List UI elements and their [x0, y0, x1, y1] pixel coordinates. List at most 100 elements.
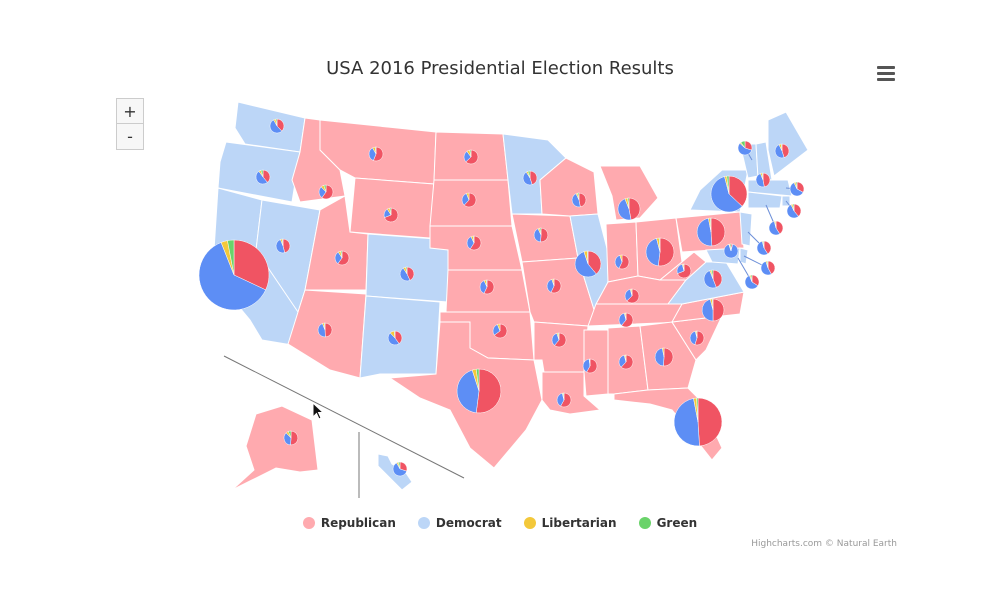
- state-pies[interactable]: [198, 118, 805, 477]
- pie-slice-democrat[interactable]: [768, 220, 781, 236]
- pie-south-carolina[interactable]: [689, 330, 705, 346]
- pie-slice-green[interactable]: [740, 140, 746, 149]
- pie-slice-green[interactable]: [340, 250, 343, 259]
- pie-slice-republican[interactable]: [697, 397, 723, 447]
- legend-item-libertarian[interactable]: Libertarian: [523, 516, 617, 530]
- pie-slice-republican[interactable]: [550, 278, 562, 294]
- pie-slice-republican[interactable]: [463, 192, 477, 208]
- pie-slice-republican[interactable]: [233, 239, 270, 291]
- pie-slice-democrat[interactable]: [269, 119, 283, 134]
- pie-georgia[interactable]: [654, 347, 674, 367]
- pie-virginia[interactable]: [703, 269, 723, 289]
- pie-alabama[interactable]: [618, 354, 634, 370]
- pie-slice-green[interactable]: [780, 143, 783, 152]
- pie-slice-republican[interactable]: [586, 358, 598, 374]
- pie-slice-democrat[interactable]: [789, 182, 804, 197]
- pie-slice-republican[interactable]: [337, 250, 350, 266]
- pie-slice-green[interactable]: [750, 274, 753, 283]
- pie-slice-green[interactable]: [397, 461, 401, 470]
- pie-colorado[interactable]: [399, 266, 415, 282]
- pie-north-dakota[interactable]: [463, 149, 479, 165]
- pie-slice-democrat[interactable]: [399, 267, 411, 282]
- pie-alaska[interactable]: [283, 430, 299, 446]
- pie-slice-green[interactable]: [766, 260, 769, 269]
- pie-texas[interactable]: [456, 368, 502, 414]
- pie-slice-democrat[interactable]: [760, 261, 772, 276]
- pie-slice-republican[interactable]: [560, 392, 572, 408]
- pie-slice-democrat[interactable]: [387, 332, 400, 346]
- pie-slice-green[interactable]: [557, 332, 560, 341]
- pie-slice-republican[interactable]: [406, 266, 415, 281]
- pie-slice-green[interactable]: [323, 184, 327, 193]
- pie-slice-green[interactable]: [586, 250, 589, 265]
- pie-slice-republican[interactable]: [710, 217, 726, 247]
- pie-massachusetts[interactable]: [785, 181, 805, 197]
- pie-louisiana[interactable]: [556, 392, 572, 408]
- pie-slice-republican[interactable]: [663, 347, 674, 367]
- pie-slice-green[interactable]: [405, 266, 408, 275]
- pie-pennsylvania[interactable]: [696, 217, 726, 247]
- pie-oklahoma[interactable]: [492, 323, 508, 339]
- pie-slice-republican[interactable]: [282, 238, 291, 254]
- pie-maine[interactable]: [774, 143, 790, 159]
- pie-slice-green[interactable]: [539, 227, 542, 236]
- zoom-in-button[interactable]: +: [116, 98, 144, 124]
- pie-kansas[interactable]: [479, 279, 495, 295]
- pie-wisconsin[interactable]: [571, 192, 587, 208]
- pie-slice-green[interactable]: [762, 240, 765, 249]
- menu-hamburger-icon[interactable]: [874, 64, 898, 86]
- state-maine[interactable]: [767, 111, 809, 177]
- state-arkansas[interactable]: [533, 321, 589, 373]
- pie-slice-green[interactable]: [275, 118, 278, 127]
- pie-wyoming[interactable]: [383, 207, 399, 223]
- pie-slice-green[interactable]: [795, 181, 798, 190]
- pie-vermont[interactable]: [737, 140, 753, 161]
- zoom-out-button[interactable]: -: [116, 124, 144, 150]
- pie-slice-republican[interactable]: [465, 149, 479, 165]
- pie-indiana[interactable]: [614, 254, 630, 270]
- pie-slice-green[interactable]: [627, 197, 630, 210]
- pie-slice-republican[interactable]: [712, 269, 723, 288]
- pie-slice-democrat[interactable]: [533, 228, 542, 243]
- pie-slice-democrat[interactable]: [255, 170, 268, 185]
- pie-slice-republican[interactable]: [621, 312, 634, 328]
- pie-idaho[interactable]: [318, 184, 334, 200]
- pie-nebraska[interactable]: [466, 235, 482, 251]
- pie-slice-democrat[interactable]: [522, 171, 533, 186]
- pie-slice-democrat[interactable]: [689, 330, 698, 345]
- pie-new-jersey[interactable]: [747, 231, 772, 256]
- pie-slice-democrat[interactable]: [755, 173, 765, 188]
- pie-slice-republican[interactable]: [657, 237, 675, 267]
- pie-connecticut[interactable]: [765, 204, 784, 236]
- state-new-jersey[interactable]: [739, 211, 753, 247]
- pie-slice-republican[interactable]: [762, 172, 771, 188]
- pie-slice-green[interactable]: [260, 169, 264, 178]
- pie-new-york[interactable]: [710, 175, 748, 213]
- legend-item-democrat[interactable]: Democrat: [417, 516, 502, 530]
- pie-slice-libertarian[interactable]: [662, 347, 665, 358]
- pie-arkansas[interactable]: [551, 332, 567, 348]
- pie-mississippi[interactable]: [582, 358, 598, 374]
- pie-slice-republican[interactable]: [626, 288, 640, 304]
- pie-slice-democrat[interactable]: [696, 217, 713, 247]
- pie-arizona[interactable]: [317, 322, 333, 338]
- pie-slice-green[interactable]: [658, 237, 661, 253]
- pie-slice-green[interactable]: [696, 397, 699, 423]
- pie-slice-republican[interactable]: [475, 368, 502, 414]
- pie-slice-democrat[interactable]: [744, 275, 759, 290]
- pie-slice-green[interactable]: [469, 149, 472, 158]
- pie-slice-libertarian[interactable]: [619, 254, 623, 263]
- pie-slice-democrat[interactable]: [198, 242, 267, 311]
- pie-michigan[interactable]: [617, 197, 641, 221]
- pie-slice-green[interactable]: [711, 269, 714, 280]
- pie-slice-democrat[interactable]: [574, 251, 597, 278]
- pie-montana[interactable]: [368, 146, 384, 162]
- pie-slice-green[interactable]: [393, 330, 396, 339]
- pie-slice-green[interactable]: [374, 146, 377, 155]
- pie-new-hampshire[interactable]: [755, 172, 771, 188]
- pie-slice-green[interactable]: [761, 172, 764, 181]
- pie-slice-democrat[interactable]: [701, 299, 714, 322]
- legend-item-republican[interactable]: Republican: [302, 516, 396, 530]
- pie-slice-republican[interactable]: [554, 332, 567, 348]
- pie-slice-republican[interactable]: [373, 146, 384, 162]
